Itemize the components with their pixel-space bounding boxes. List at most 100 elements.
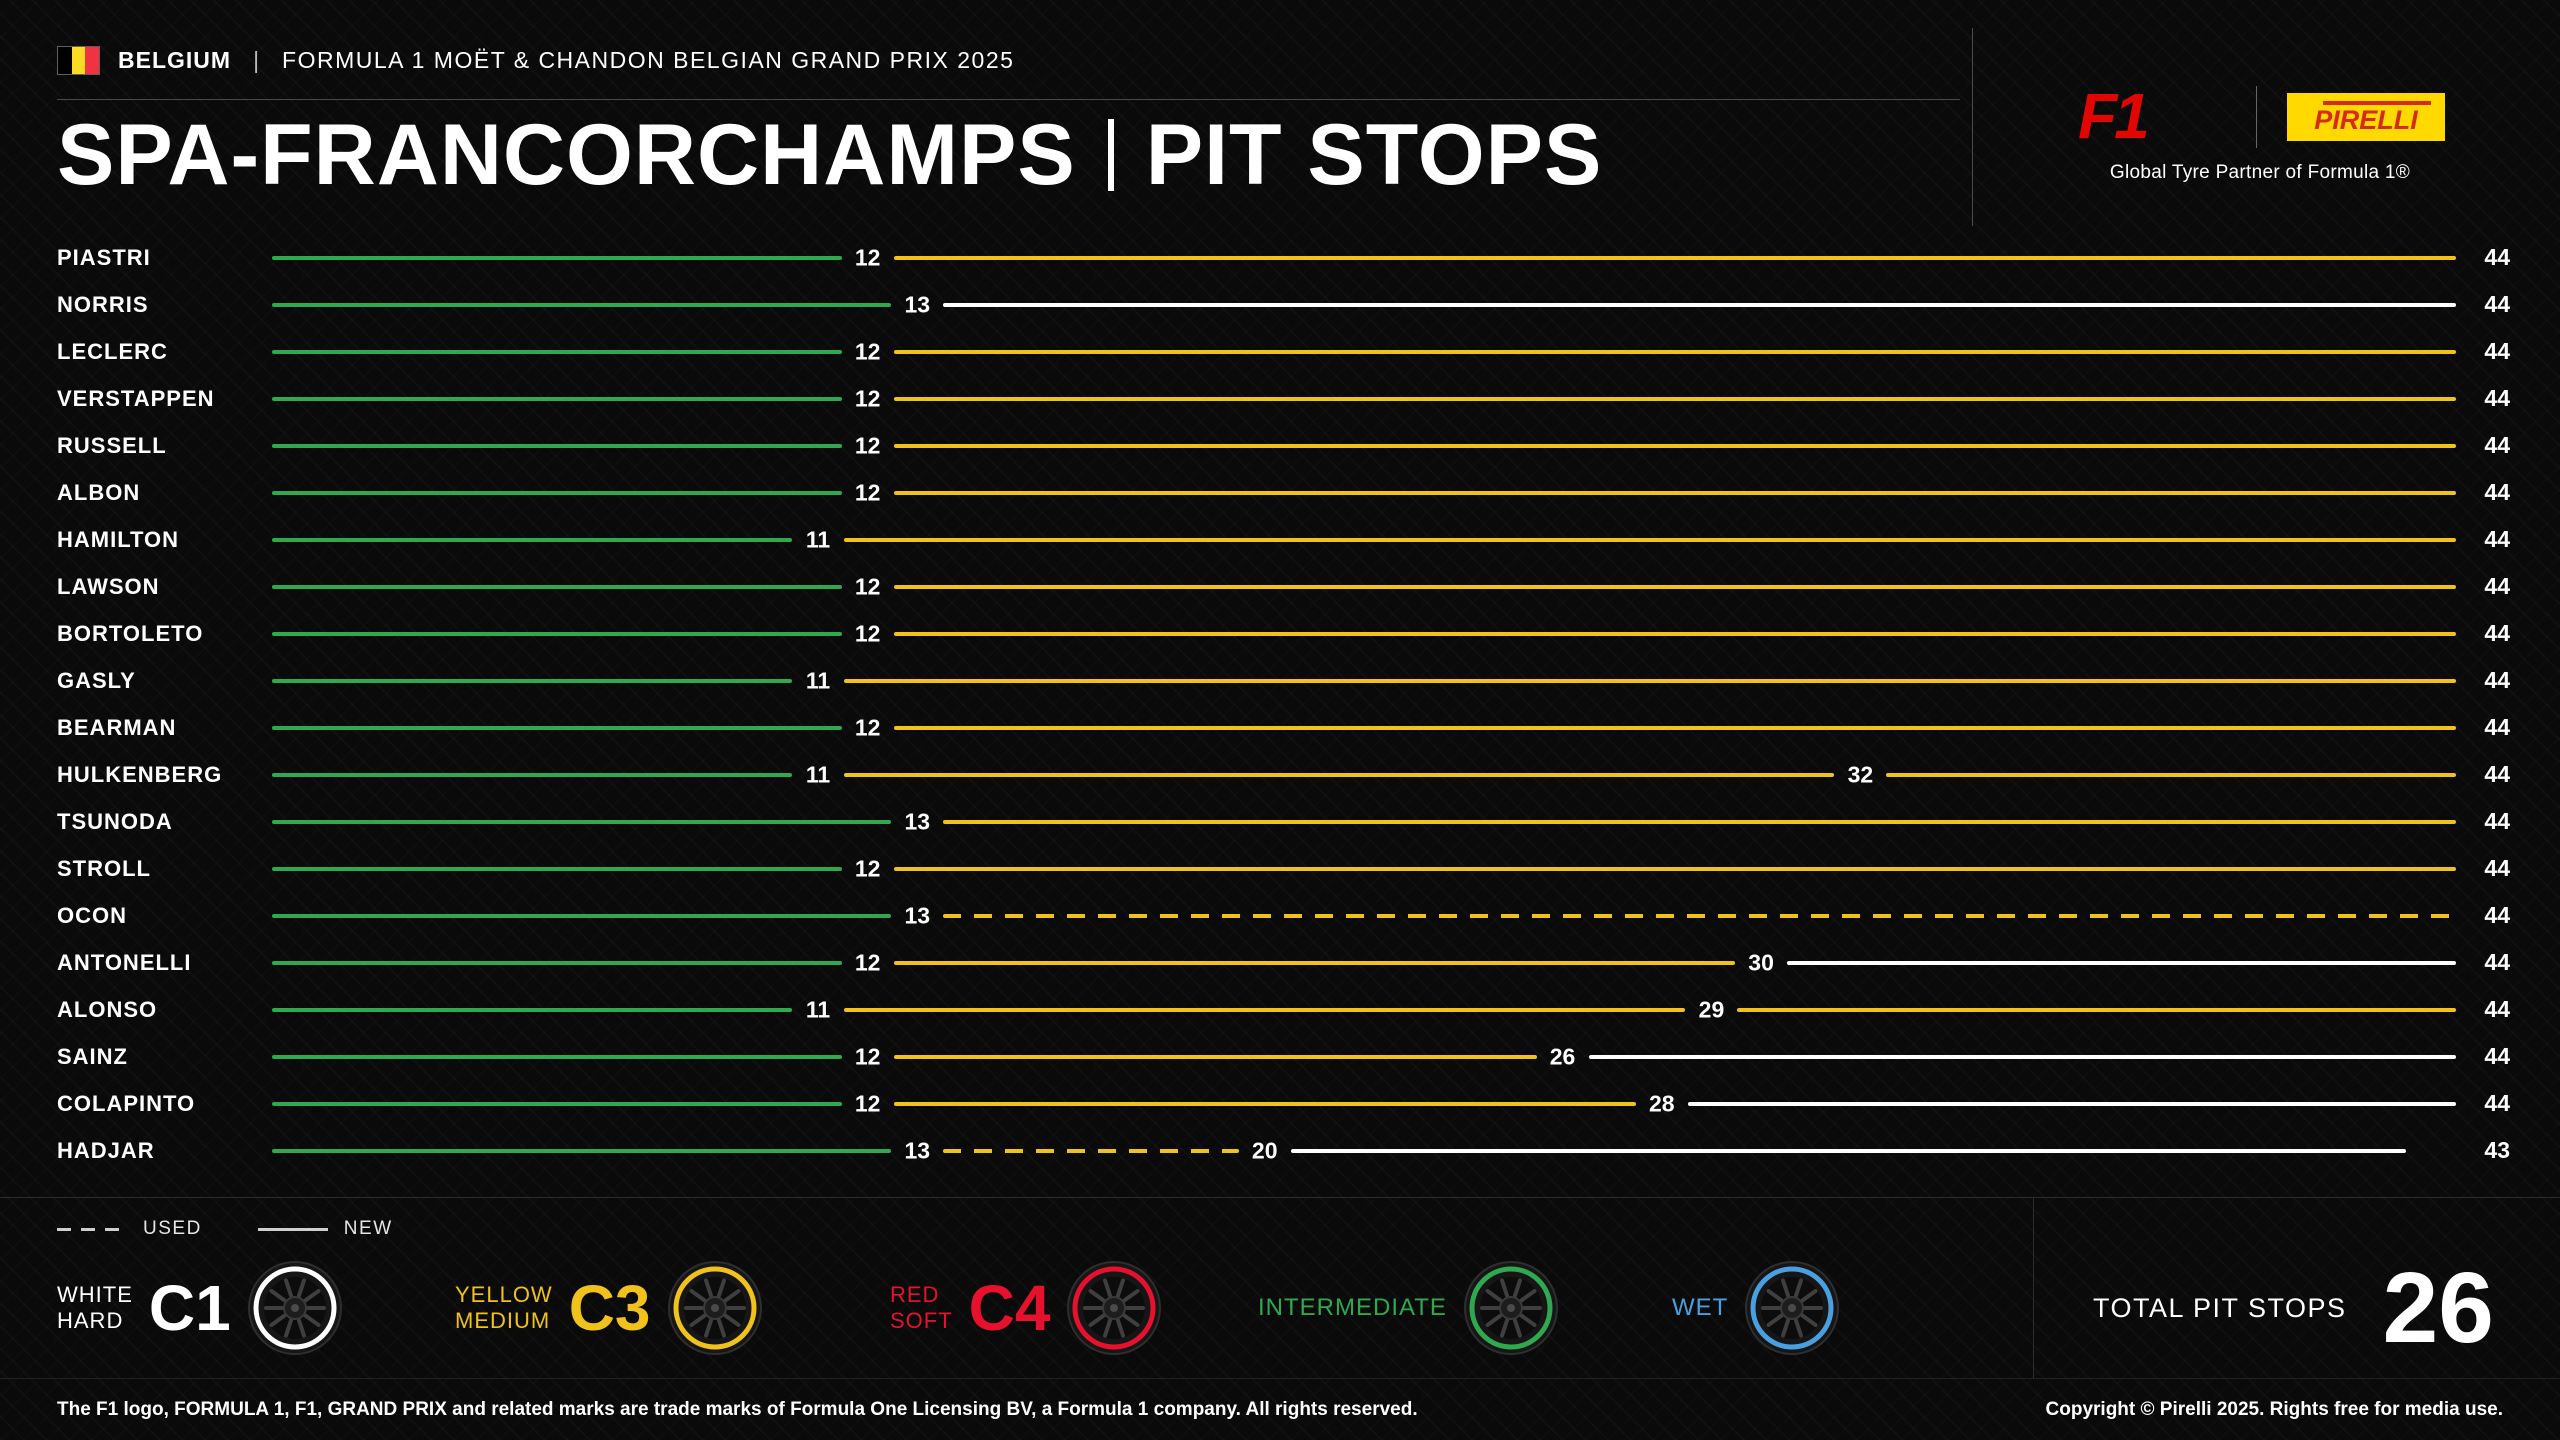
- page-title: SPA-FRANCORCHAMPS PIT STOPS: [57, 112, 1602, 198]
- title-divider: [1107, 119, 1114, 191]
- stint-medium: [893, 584, 2456, 589]
- compound-name: RED SOFT: [890, 1281, 953, 1333]
- stint-intermediate: [272, 302, 892, 307]
- footer: The F1 logo, FORMULA 1, F1, GRAND PRIX a…: [0, 1378, 2560, 1440]
- line-style-legend: USED NEW: [57, 1218, 393, 1240]
- pit-lap-label: 12: [854, 573, 881, 599]
- event-title: FORMULA 1 MOËT & CHANDON BELGIAN GRAND P…: [282, 47, 1015, 73]
- pit-lap-label: 26: [1549, 1043, 1576, 1069]
- stint-intermediate: [272, 819, 892, 824]
- partner-logos: F1 PIRELLI Global Tyre Partner of Formul…: [2060, 82, 2460, 184]
- stint-medium: [893, 349, 2456, 354]
- total-pit-stops: TOTAL PIT STOPS 26: [2093, 1258, 2494, 1358]
- pit-stop-chart: PIASTRI 12 44 NORRIS 13 44 LECLERC 12 44 VERSTAPP…: [57, 234, 2514, 1174]
- driver-name: ANTONELLI: [57, 949, 192, 975]
- legend-compound-intermediate: INTERMEDIATE: [1258, 1260, 1559, 1356]
- logo-row: F1 PIRELLI: [2076, 82, 2445, 152]
- footer-right-text: Copyright © Pirelli 2025. Rights free fo…: [2045, 1398, 2503, 1420]
- pit-lap-label: 11: [805, 526, 831, 552]
- driver-row: COLAPINTO 12 28 44: [57, 1080, 2514, 1127]
- stint-hard: [943, 302, 2456, 307]
- stint-timeline: 12: [272, 704, 2456, 751]
- stint-intermediate: [272, 537, 792, 542]
- pirelli-logo: PIRELLI: [2286, 93, 2445, 141]
- driver-name: COLAPINTO: [57, 1090, 196, 1116]
- stint-medium: [943, 819, 2456, 824]
- pit-lap-label: 12: [854, 714, 881, 740]
- stint-medium: [844, 1007, 1686, 1012]
- stint-intermediate: [272, 678, 792, 683]
- final-lap-label: 43: [2484, 1137, 2510, 1163]
- driver-row: TSUNODA 13 44: [57, 798, 2514, 845]
- f1-logo: F1: [2078, 82, 2150, 152]
- logo-divider: [2255, 86, 2257, 148]
- pit-lap-label: 12: [854, 432, 881, 458]
- driver-name: HAMILTON: [57, 526, 180, 552]
- partner-caption: Global Tyre Partner of Formula 1®: [2109, 162, 2411, 183]
- final-lap-label: 44: [2484, 526, 2510, 552]
- tyre-icon: [1067, 1261, 1162, 1355]
- stint-medium: [844, 772, 1835, 777]
- stint-medium: [893, 631, 2456, 636]
- pit-lap-label: 12: [854, 385, 881, 411]
- tyre-icon: [247, 1261, 342, 1355]
- stint-intermediate: [272, 490, 842, 495]
- driver-row: ALONSO 11 29 44: [57, 986, 2514, 1033]
- new-line-sample: [257, 1227, 328, 1231]
- pit-lap-label: 12: [854, 620, 881, 646]
- final-lap-label: 44: [2484, 667, 2510, 693]
- legend: USED NEW WHITE HARD C1 YELLOW MEDIUM C3 RED S…: [0, 1197, 2560, 1379]
- compound-name: INTERMEDIATE: [1258, 1293, 1447, 1321]
- stint-medium: [893, 1054, 1537, 1059]
- driver-name: GASLY: [57, 667, 136, 693]
- driver-row: LAWSON 12 44: [57, 563, 2514, 610]
- pit-lap-label: 12: [854, 1090, 881, 1116]
- stint-intermediate: [272, 631, 842, 636]
- stint-intermediate: [272, 396, 842, 401]
- driver-name: STROLL: [57, 855, 151, 881]
- compound-code: C3: [568, 1272, 651, 1344]
- stint-timeline: 13 20: [272, 1127, 2456, 1174]
- stint-timeline: 12: [272, 563, 2456, 610]
- stint-medium: [1886, 772, 2456, 777]
- stint-timeline: 12: [272, 234, 2456, 281]
- stint-timeline: 12 28: [272, 1080, 2456, 1127]
- driver-row: BORTOLETO 12 44: [57, 610, 2514, 657]
- stint-medium: [893, 490, 2456, 495]
- stint-medium-used: [943, 913, 2456, 918]
- driver-row: SAINZ 12 26 44: [57, 1033, 2514, 1080]
- stint-medium: [844, 678, 2456, 683]
- driver-name: LECLERC: [57, 338, 168, 364]
- stint-hard: [1290, 1148, 2407, 1153]
- header-vertical-divider: [1972, 28, 1973, 226]
- pit-lap-label: 13: [904, 902, 931, 928]
- final-lap-label: 44: [2484, 902, 2510, 928]
- driver-row: ANTONELLI 12 30 44: [57, 939, 2514, 986]
- used-label: USED: [143, 1218, 202, 1239]
- pit-lap-label: 11: [805, 996, 831, 1022]
- pit-lap-label: 12: [854, 949, 881, 975]
- final-lap-label: 44: [2484, 949, 2510, 975]
- driver-row: VERSTAPPEN 12 44: [57, 375, 2514, 422]
- stint-intermediate: [272, 1148, 892, 1153]
- stint-intermediate: [272, 1101, 842, 1106]
- final-lap-label: 44: [2484, 338, 2510, 364]
- stint-medium: [893, 396, 2456, 401]
- driver-row: RUSSELL 12 44: [57, 422, 2514, 469]
- stint-medium: [1737, 1007, 2456, 1012]
- total-pit-stops-value: 26: [2382, 1252, 2494, 1364]
- tyre-icon: [667, 1261, 762, 1355]
- final-lap-label: 44: [2484, 620, 2510, 646]
- stint-timeline: 11 29: [272, 986, 2456, 1033]
- pit-lap-label: 28: [1649, 1090, 1675, 1116]
- stint-timeline: 11: [272, 516, 2456, 563]
- svg-text:PIRELLI: PIRELLI: [2314, 105, 2418, 135]
- final-lap-label: 44: [2484, 855, 2510, 881]
- compound-name: WET: [1672, 1293, 1729, 1321]
- stint-timeline: 12: [272, 610, 2456, 657]
- stint-timeline: 13: [272, 798, 2456, 845]
- stint-hard: [1588, 1054, 2456, 1059]
- driver-name: BORTOLETO: [57, 620, 204, 646]
- driver-name: HADJAR: [57, 1137, 155, 1163]
- svg-text:F1: F1: [2078, 82, 2147, 152]
